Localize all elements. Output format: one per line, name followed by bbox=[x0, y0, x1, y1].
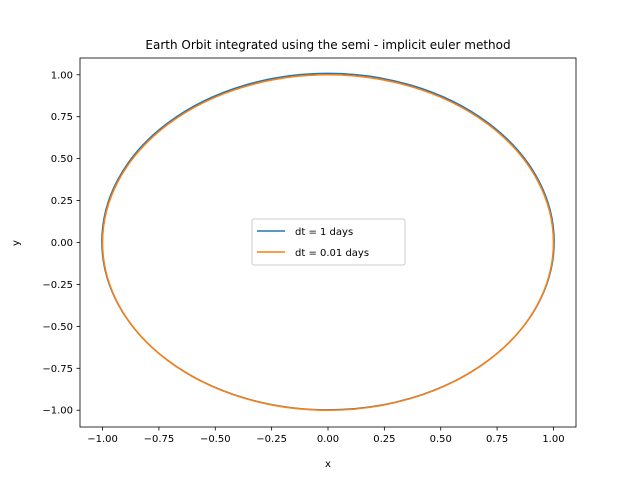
legend: dt = 1 days dt = 0.01 days bbox=[251, 218, 406, 266]
y-axis-ticks: −1.00 −0.75 −0.50 −0.25 0.00 0.25 0.50 0.75 1.00 bbox=[42, 70, 80, 417]
y-tick-label: −0.50 bbox=[42, 322, 73, 333]
y-tick-label: 0.75 bbox=[51, 112, 73, 123]
x-axis-label: x bbox=[325, 459, 331, 470]
y-tick-label: 0.00 bbox=[51, 238, 73, 249]
x-tick-label: −0.50 bbox=[200, 434, 231, 445]
series-line-2 bbox=[101, 74, 555, 411]
y-tick-label: 0.25 bbox=[51, 196, 73, 207]
legend-label-1: dt = 1 days bbox=[295, 227, 353, 238]
y-axis-label: y bbox=[11, 240, 22, 246]
x-tick-label: 0.50 bbox=[430, 434, 452, 445]
x-tick-label: 0.25 bbox=[373, 434, 395, 445]
y-tick-label: −1.00 bbox=[42, 406, 73, 417]
x-tick-label: −0.25 bbox=[256, 434, 287, 445]
x-tick-label: −0.75 bbox=[144, 434, 175, 445]
x-tick-label: 0.75 bbox=[486, 434, 508, 445]
y-tick-label: −0.25 bbox=[42, 280, 73, 291]
legend-box bbox=[251, 218, 406, 266]
x-tick-label: 0.00 bbox=[317, 434, 339, 445]
plot-area bbox=[79, 57, 577, 428]
y-tick-label: 0.50 bbox=[51, 154, 73, 165]
y-tick-label: −0.75 bbox=[42, 364, 73, 375]
x-axis-ticks: −1.00 −0.75 −0.50 −0.25 0.00 0.25 0.50 0.75 1.00 bbox=[87, 427, 565, 445]
legend-label-2: dt = 0.01 days bbox=[295, 248, 369, 259]
y-tick-label: 1.00 bbox=[51, 70, 73, 81]
chart-title: Earth Orbit integrated using the semi - … bbox=[145, 38, 510, 52]
x-tick-label: 1.00 bbox=[542, 434, 564, 445]
x-tick-label: −1.00 bbox=[87, 434, 118, 445]
